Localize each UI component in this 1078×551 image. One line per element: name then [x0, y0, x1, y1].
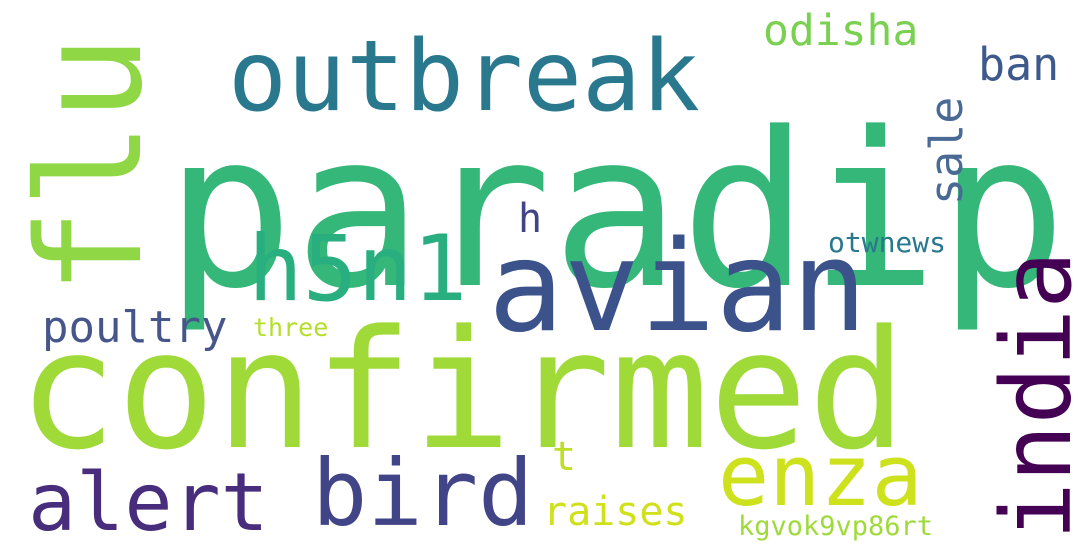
word: three [253, 313, 328, 342]
word: sale [920, 97, 973, 205]
word: bird [312, 440, 534, 547]
word: t [552, 434, 576, 480]
word: flu [6, 35, 174, 295]
word: poultry [42, 302, 227, 353]
word: h5n1 [248, 217, 467, 322]
word: ban [978, 38, 1059, 91]
word: odisha [763, 6, 918, 56]
word: otwnews [828, 226, 946, 259]
word: alert [28, 456, 269, 549]
word: confirmed [18, 295, 907, 486]
word: outbreak [228, 20, 700, 134]
word: raises [543, 489, 688, 535]
word: avian [488, 213, 867, 360]
word: enza [718, 427, 923, 526]
word: kgvok9vp86rt [738, 511, 933, 542]
word: india [981, 251, 1078, 540]
word: paradip [165, 87, 1067, 336]
word: h [518, 196, 542, 242]
